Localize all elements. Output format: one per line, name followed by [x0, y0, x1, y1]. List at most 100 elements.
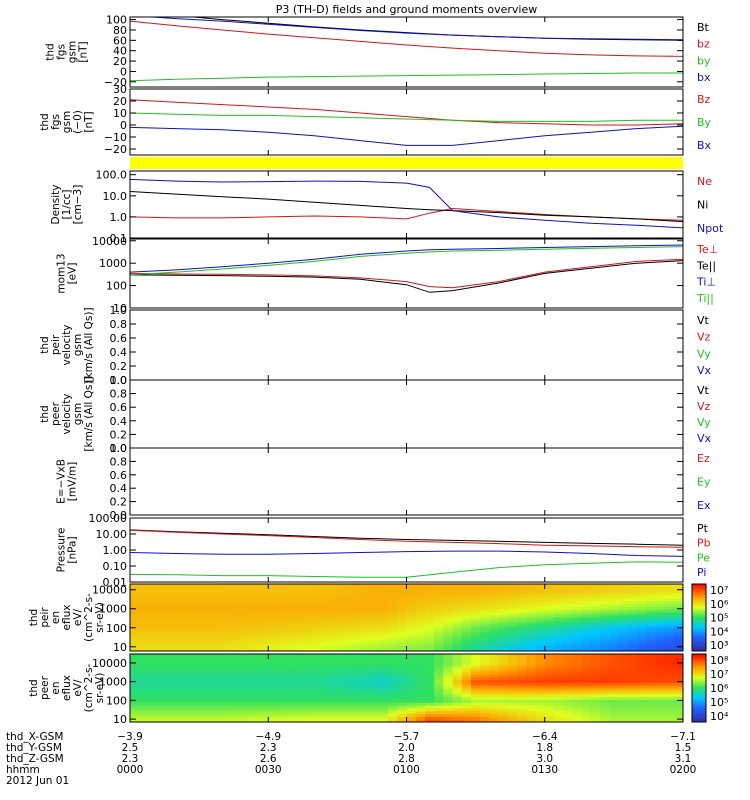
- legend-Ex: Ex: [697, 499, 711, 512]
- series-Pb-pressure: [130, 529, 683, 548]
- frame-fgs-gsm: [129, 16, 684, 88]
- legend-by: by: [697, 54, 711, 67]
- series-Npot-density: [130, 178, 683, 229]
- colorbar-peer-spectrogram: [691, 653, 707, 723]
- ytick-label: −10: [104, 131, 127, 144]
- legend-Pt: Pt: [697, 522, 709, 535]
- series-Ne-density: [130, 207, 683, 221]
- ytick-label: 100: [106, 694, 127, 707]
- yellow-status-bar: [130, 157, 683, 169]
- series-Bx-fgs-gse-dsl: [130, 125, 683, 146]
- ylabel-peer-spectrogram: thdpeerenefluxeV/(cm^2-s-sr-eV): [28, 663, 106, 712]
- legend-Bz: Bz: [697, 93, 711, 106]
- xaxis-x_gsm-value: −7.1: [670, 731, 696, 743]
- ylabel-peer-velocity: thdpeervelocitygsm[km/s (All Qs)]: [39, 376, 95, 451]
- legend-Pi: Pi: [697, 566, 706, 579]
- ytick-label: 1000: [99, 603, 127, 616]
- ytick-label: 10.00: [96, 528, 128, 541]
- xaxis-row-label: thd_Z-GSM: [6, 753, 64, 765]
- ytick-label: 10: [113, 713, 127, 726]
- ytick-label: 100: [106, 622, 127, 635]
- colorbar-label: 10⁶: [710, 682, 729, 695]
- legend-bz: bz: [697, 38, 710, 51]
- xaxis-x_gsm-value: −4.9: [256, 731, 282, 743]
- panel-peir-velocity: thdpeirvelocitygsm[km/s (All Qs)]: [39, 307, 684, 383]
- xaxis-row-label: 2012 Jun 01: [6, 775, 69, 787]
- panel-density: Density[1/cc][cm−3]: [50, 170, 684, 239]
- ytick-label: −20: [104, 76, 127, 89]
- series-by-fgs-gsm: [130, 72, 683, 82]
- colorbar-label: 10⁷: [710, 668, 728, 681]
- ytick-label: 80: [113, 24, 127, 37]
- xaxis-y_gsm-value: 2.5: [122, 742, 139, 754]
- ytick-label: 0.0: [110, 509, 128, 522]
- series-Pi-pressure: [130, 550, 683, 557]
- ylabel-density: Density[1/cc][cm−3]: [50, 185, 84, 225]
- legend-Bt: Bt: [697, 21, 710, 34]
- ytick-label: 40: [113, 45, 127, 58]
- ytick-label: 0.8: [110, 318, 128, 331]
- panel-peer-velocity: thdpeervelocitygsm[km/s (All Qs)]: [39, 376, 684, 452]
- ytick-label: 1.0: [110, 442, 128, 455]
- ytick-label: 60: [113, 34, 127, 47]
- ytick-label: 100: [106, 14, 127, 27]
- frame-temperature: [129, 238, 684, 309]
- series-Ti||-temperature: [130, 246, 683, 276]
- legend-Vx: Vx: [697, 432, 712, 445]
- colorbar-label: 10³: [710, 639, 728, 652]
- legend-Pe: Pe: [697, 551, 710, 564]
- xaxis-row-label: hhmm: [6, 764, 40, 776]
- legend-bx: bx: [697, 71, 711, 84]
- xaxis-x_gsm-value: −5.7: [394, 731, 420, 743]
- legend-Ni: Ni: [697, 199, 708, 212]
- series-By-fgs-gse-dsl: [130, 112, 683, 122]
- legend-Vx: Vx: [697, 364, 712, 377]
- ytick-label: 0: [120, 119, 127, 132]
- xaxis-y_gsm-value: 2.3: [260, 742, 277, 754]
- legend-Bx: Bx: [697, 139, 712, 152]
- legend-Vt: Vt: [697, 384, 710, 397]
- colorbar-label: 10⁸: [710, 654, 729, 667]
- legend-Ey: Ey: [697, 476, 711, 489]
- ytick-label: 1.0: [110, 304, 128, 317]
- ytick-label: 10: [113, 107, 127, 120]
- ytick-label: 0.10: [103, 560, 128, 573]
- series-Pe-pressure: [130, 561, 683, 578]
- ytick-label: 20: [113, 55, 127, 68]
- ylabel-temperature: mom13[eV]: [56, 253, 79, 293]
- legend-Vy: Vy: [697, 347, 711, 360]
- panel-efield: E=−VxB[mV/m]: [56, 447, 684, 516]
- series-bz-fgs-gsm: [130, 20, 683, 57]
- legend-Pb: Pb: [697, 537, 711, 550]
- colorbar-label: 10⁵: [710, 612, 728, 625]
- ylabel-efield: E=−VxB[mV/m]: [56, 459, 79, 504]
- ytick-label: 0.2: [110, 428, 128, 441]
- ytick-label: 0.2: [110, 360, 128, 373]
- xaxis-row-label: thd_X-GSM: [6, 731, 63, 743]
- ytick-label: 0.8: [110, 388, 128, 401]
- xaxis-row-label: thd_Y-GSM: [6, 742, 62, 754]
- legend-Npot: Npot: [697, 222, 724, 235]
- frame-pressure: [129, 517, 684, 583]
- series-Te||-temperature: [130, 260, 683, 293]
- legend-Ez: Ez: [697, 452, 710, 465]
- xaxis-z_gsm-value: 2.6: [260, 753, 277, 765]
- panel-fgs-gsm: thdfgsgsm[nT]: [45, 16, 684, 88]
- ytick-label: 0.2: [110, 496, 128, 509]
- panel-peir-spectrogram: thdpeirenefluxeV/(cm^2-s-sr-eV): [28, 583, 707, 652]
- xaxis-hhmm-value: 0030: [255, 764, 282, 776]
- legend-Ti⊥: Ti⊥: [696, 276, 716, 289]
- xaxis-y_gsm-value: 1.5: [675, 742, 692, 754]
- ytick-label: 30: [113, 83, 127, 96]
- colorbar-label: 10⁴: [710, 710, 729, 723]
- ytick-label: 0.01: [103, 576, 128, 589]
- xaxis-hhmm-value: 0200: [670, 764, 697, 776]
- ytick-label: 100.0: [96, 169, 128, 182]
- colorbar-label: 10⁶: [710, 598, 729, 611]
- xaxis-z_gsm-value: 3.1: [675, 753, 692, 765]
- series-Bz-fgs-gse-dsl: [130, 99, 683, 126]
- frame-peer-velocity: [129, 379, 684, 449]
- colorbar-label: 10⁵: [710, 696, 728, 709]
- xaxis-y_gsm-value: 2.0: [398, 742, 415, 754]
- ytick-label: 0.0: [110, 442, 128, 455]
